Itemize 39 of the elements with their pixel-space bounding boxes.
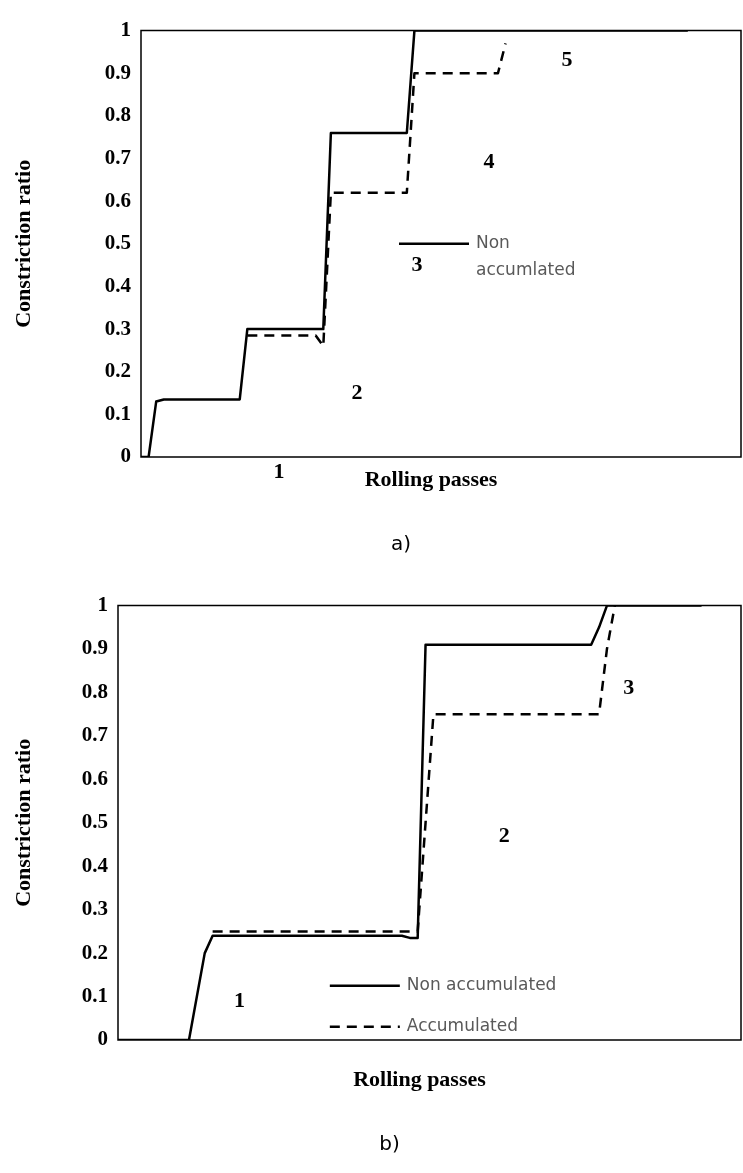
annotation: 2 [498, 821, 510, 847]
y-tick-label: 0.5 [104, 230, 131, 255]
y-tick-label: 0.7 [81, 722, 108, 747]
y-tick-label: 0.5 [81, 809, 108, 834]
y-axis-title: Constriction ratio [9, 738, 35, 907]
y-tick-label: 0.4 [81, 852, 109, 877]
y-axis-title: Constriction ratio [9, 159, 35, 328]
y-tick-label: 0.6 [104, 187, 131, 212]
annotation: 5 [561, 46, 573, 72]
y-tick-label: 0.8 [81, 678, 108, 703]
y-tick-label: 0.9 [81, 635, 108, 660]
text: 1 [273, 457, 285, 483]
x-axis-title: Rolling passes [353, 1065, 487, 1091]
y-tick-label: 0.3 [81, 896, 108, 921]
y-tick-label: 0.6 [81, 765, 108, 790]
y-tick-label: 0 [120, 443, 131, 468]
text: a) [390, 531, 412, 556]
x-axis-title: Rolling passes [364, 465, 498, 491]
y-tick-label: 0.4 [104, 272, 132, 297]
y-tick-label: 0.8 [104, 102, 131, 127]
y-tick-label: 1 [97, 592, 108, 617]
y-tick-label: 0.2 [81, 939, 108, 964]
y-tick-label: 0.1 [81, 982, 108, 1007]
annotation: 3 [623, 673, 635, 699]
y-tick-label: 0 [97, 1026, 108, 1051]
y-tick-label: 0.9 [104, 59, 131, 84]
text: b) [379, 1131, 400, 1156]
legend-label: Non accumulated [406, 974, 557, 995]
annotation: 2 [351, 378, 363, 404]
y-tick-label: 0.1 [104, 400, 131, 425]
y-tick-label: 0.3 [104, 315, 131, 340]
y-tick-label: 0.2 [104, 358, 131, 383]
legend-label: Accumulated [406, 1015, 519, 1036]
y-tick-label: 0.7 [104, 144, 131, 169]
annotation: 4 [483, 148, 495, 174]
legend-label: Non accumlated [476, 232, 576, 280]
annotation: 1 [233, 986, 245, 1012]
y-tick-label: 1 [120, 17, 131, 42]
annotation: 3 [411, 250, 423, 276]
